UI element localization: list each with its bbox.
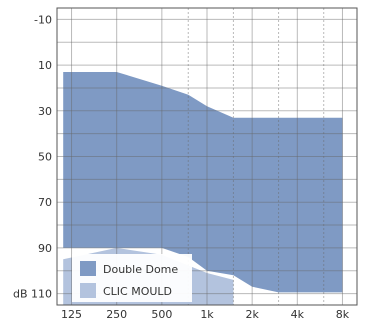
x-tick-label: 125 <box>61 308 82 320</box>
x-tick-label: 500 <box>151 308 172 320</box>
y-axis-tick-labels: -10 10 30 50 70 90 dB 110 <box>13 13 52 300</box>
y-tick-label: 70 <box>38 196 52 209</box>
plot-border <box>56 7 358 306</box>
area-series-double-dome <box>63 72 343 293</box>
x-tick-label: 2k <box>245 308 259 320</box>
legend-label: Double Dome <box>103 263 178 276</box>
legend-swatch <box>80 261 96 276</box>
x-tick-label: 8k <box>336 308 350 320</box>
plot-frame <box>56 7 358 306</box>
y-tick-label: -10 <box>34 13 52 26</box>
x-axis-tick-labels: 125 250 500 1k 2k 4k 8k <box>61 308 350 320</box>
x-tick-label: 4k <box>291 308 305 320</box>
y-tick-label: 10 <box>38 59 52 72</box>
y-tick-label: dB 110 <box>13 288 52 301</box>
x-tick-label: 250 <box>106 308 127 320</box>
y-tick-label: 30 <box>38 105 52 118</box>
legend-label: CLIC MOULD <box>103 285 172 298</box>
legend-swatch <box>80 283 96 298</box>
y-tick-label: 50 <box>38 151 52 164</box>
y-tick-label: 90 <box>38 242 52 255</box>
legend: Double Dome CLIC MOULD <box>72 254 192 302</box>
x-tick-label: 1k <box>200 308 214 320</box>
